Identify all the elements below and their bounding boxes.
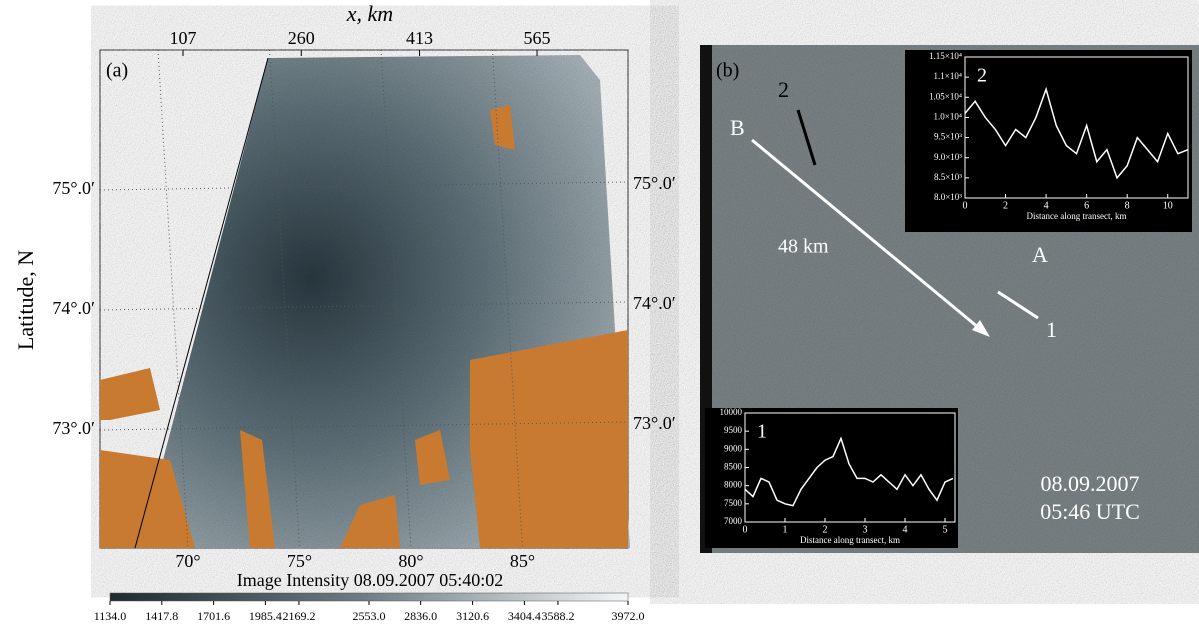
- y-tick-label: 7500: [724, 498, 743, 508]
- x-tick-label: 10: [1163, 200, 1173, 211]
- axis-title: x, km: [346, 1, 393, 26]
- annotation: 2: [778, 77, 789, 102]
- x-tick-label: 2: [1003, 200, 1008, 211]
- y-tick-label: 1.15×10⁴: [929, 51, 962, 61]
- inset-label: 2: [977, 65, 987, 87]
- x-tick-label: 75°: [287, 551, 312, 571]
- colorbar-tick-label: 3404.4: [508, 609, 541, 623]
- annotation: 48 km: [778, 236, 829, 258]
- x-tick-label: 0: [743, 524, 748, 535]
- colorbar-tick-label: 3972.0: [612, 609, 645, 623]
- x-tick-label: 2: [823, 524, 828, 535]
- colorbar-tick-label: 1701.6: [197, 609, 230, 623]
- y-tick-label: 73°.0′: [633, 413, 676, 433]
- y-tick-label: 75°.0′: [633, 173, 676, 193]
- x-tick-label: 3: [863, 524, 868, 535]
- y-tick-label: 1.1×10⁴: [934, 71, 962, 81]
- x-tick-label: 5: [943, 524, 948, 535]
- x-tick-label: 85°: [510, 551, 535, 571]
- y-tick-label: 9500: [724, 425, 743, 435]
- y-tick-label: 9.0×10³: [934, 152, 962, 162]
- colorbar-tick-label: 1417.8: [145, 609, 178, 623]
- y-tick-label: 1.05×10⁴: [929, 91, 962, 101]
- x-axis-title: Distance along transect, km: [800, 535, 900, 545]
- x-tick-label: 70°: [175, 551, 200, 571]
- colorbar-tick-label: 3588.2: [541, 609, 574, 623]
- y-tick-label: 8.5×10³: [934, 172, 962, 182]
- annotation: B: [730, 115, 745, 140]
- y-tick-label: 1.0×10⁴: [934, 111, 962, 121]
- x-tick-label: 413: [406, 28, 433, 48]
- x-tick-label: 8: [1125, 200, 1130, 211]
- colorbar-tick-label: 1985.4: [249, 609, 282, 623]
- x-tick-label: 1: [783, 524, 788, 535]
- panel-label: (a): [106, 60, 128, 82]
- y-tick-label: 73°.0′: [52, 418, 95, 438]
- y-tick-label: 8500: [724, 462, 743, 472]
- panel-label: (b): [716, 60, 739, 82]
- annotation: 1: [1046, 317, 1057, 342]
- colorbar-tick-label: 2836.0: [404, 609, 437, 623]
- y-tick-label: 10000: [720, 407, 743, 417]
- x-tick-label: 107: [170, 28, 197, 48]
- y-tick-label: 9.5×10³: [934, 132, 962, 142]
- land: [470, 330, 628, 548]
- inset-label: 1: [757, 421, 767, 443]
- y-tick-label: 8000: [724, 480, 743, 490]
- x-tick-label: 4: [903, 524, 908, 535]
- colorbar-tick-label: 2169.2: [282, 609, 315, 623]
- x-tick-label: 565: [524, 28, 551, 48]
- x-tick-label: 80°: [398, 551, 423, 571]
- figure: (a) x, km Latitude, N Image Intensity 08…: [0, 0, 1199, 630]
- x-tick-label: 0: [963, 200, 968, 211]
- y-tick-label: 74°.0′: [52, 298, 95, 318]
- y-tick-label: 7000: [724, 516, 743, 526]
- colorbar-tick-label: 2553.0: [353, 609, 386, 623]
- y-tick-label: 8.0×10³: [934, 192, 962, 202]
- axis-title: Latitude, N: [13, 250, 38, 350]
- annotation: A: [1032, 242, 1048, 267]
- time: 05:46 UTC: [1040, 499, 1140, 524]
- colorbar: [110, 593, 628, 601]
- colorbar-title: Image Intensity 08.09.2007 05:40:02: [237, 570, 503, 590]
- y-tick-label: 75°.0′: [52, 178, 95, 198]
- x-tick-label: 260: [288, 28, 315, 48]
- x-tick-label: 4: [1044, 200, 1049, 211]
- date: 08.09.2007: [1041, 471, 1140, 496]
- y-tick-label: 74°.0′: [633, 293, 676, 313]
- x-axis-title: Distance along transect, km: [1027, 211, 1127, 221]
- y-tick-label: 9000: [724, 443, 743, 453]
- colorbar-tick-label: 1134.0: [94, 609, 127, 623]
- colorbar-tick-label: 3120.6: [456, 609, 489, 623]
- x-tick-label: 6: [1084, 200, 1089, 211]
